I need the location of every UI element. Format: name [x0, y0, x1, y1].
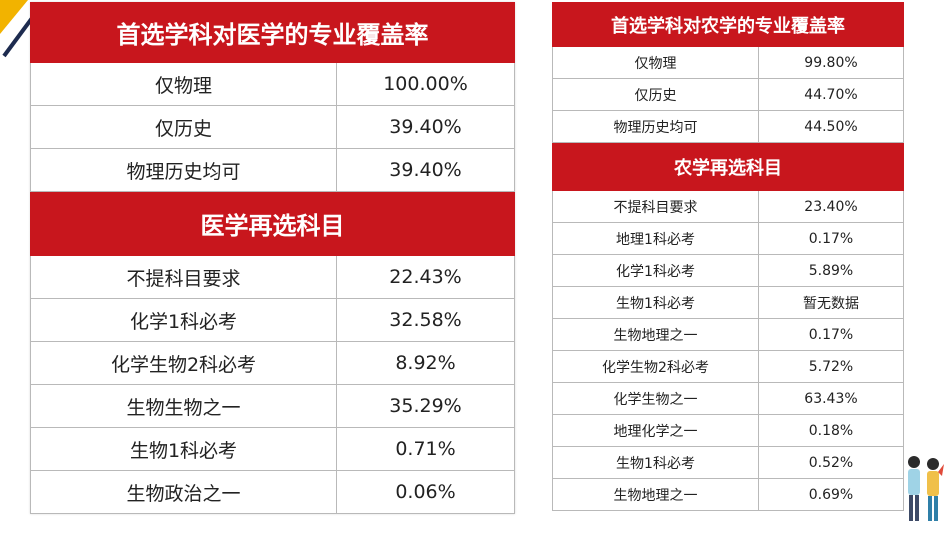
table-row: 生物1科必考 0.71% [30, 427, 515, 471]
table-row: 化学生物之一 63.43% [552, 382, 904, 415]
row-value: 0.18% [758, 414, 904, 447]
row-label: 生物地理之一 [552, 318, 759, 351]
row-value: 39.40% [336, 148, 515, 192]
table-row: 物理历史均可 39.40% [30, 148, 515, 192]
medicine-reselect-title: 医学再选科目 [30, 191, 515, 256]
row-label: 仅历史 [552, 78, 759, 111]
row-label: 地理化学之一 [552, 414, 759, 447]
row-label: 地理1科必考 [552, 222, 759, 255]
table-row: 生物1科必考 暂无数据 [552, 286, 904, 319]
medicine-title: 首选学科对医学的专业覆盖率 [30, 2, 515, 63]
table-row: 仅历史 39.40% [30, 105, 515, 149]
row-value: 暂无数据 [758, 286, 904, 319]
row-label: 仅历史 [30, 105, 337, 149]
medicine-coverage-table: 首选学科对医学的专业覆盖率 仅物理 100.00% 仅历史 39.40% 物理历… [30, 2, 515, 514]
row-label: 物理历史均可 [30, 148, 337, 192]
agriculture-title: 首选学科对农学的专业覆盖率 [552, 2, 904, 47]
table-row: 生物生物之一 35.29% [30, 384, 515, 428]
table-row: 仅历史 44.70% [552, 78, 904, 111]
row-label: 化学1科必考 [30, 298, 337, 342]
people-illustration-icon [908, 456, 944, 521]
row-label: 生物1科必考 [30, 427, 337, 471]
table-row: 地理1科必考 0.17% [552, 222, 904, 255]
table-row: 化学生物2科必考 5.72% [552, 350, 904, 383]
table-row: 仅物理 99.80% [552, 46, 904, 79]
row-value: 5.72% [758, 350, 904, 383]
agriculture-reselect-title: 农学再选科目 [552, 142, 904, 191]
row-value: 35.29% [336, 384, 515, 428]
row-value: 0.69% [758, 478, 904, 511]
table-row: 仅物理 100.00% [30, 62, 515, 106]
row-label: 生物1科必考 [552, 446, 759, 479]
row-label: 仅物理 [552, 46, 759, 79]
row-value: 0.71% [336, 427, 515, 471]
row-value: 32.58% [336, 298, 515, 342]
row-label: 仅物理 [30, 62, 337, 106]
table-row: 生物政治之一 0.06% [30, 470, 515, 514]
agriculture-coverage-table: 首选学科对农学的专业覆盖率 仅物理 99.80% 仅历史 44.70% 物理历史… [552, 2, 904, 511]
row-label: 生物地理之一 [552, 478, 759, 511]
row-label: 生物生物之一 [30, 384, 337, 428]
row-value: 22.43% [336, 255, 515, 299]
row-label: 化学生物2科必考 [552, 350, 759, 383]
row-label: 生物1科必考 [552, 286, 759, 319]
row-label: 化学生物之一 [552, 382, 759, 415]
row-value: 63.43% [758, 382, 904, 415]
row-value: 44.50% [758, 110, 904, 143]
table-row: 物理历史均可 44.50% [552, 110, 904, 143]
table-row: 生物1科必考 0.52% [552, 446, 904, 479]
row-value: 39.40% [336, 105, 515, 149]
row-value: 100.00% [336, 62, 515, 106]
table-row: 生物地理之一 0.17% [552, 318, 904, 351]
table-row: 化学1科必考 5.89% [552, 254, 904, 287]
row-value: 99.80% [758, 46, 904, 79]
row-label: 物理历史均可 [552, 110, 759, 143]
table-row: 化学生物2科必考 8.92% [30, 341, 515, 385]
row-value: 0.17% [758, 222, 904, 255]
row-value: 0.17% [758, 318, 904, 351]
row-label: 生物政治之一 [30, 470, 337, 514]
row-label: 化学生物2科必考 [30, 341, 337, 385]
row-value: 0.52% [758, 446, 904, 479]
row-value: 5.89% [758, 254, 904, 287]
table-row: 不提科目要求 23.40% [552, 190, 904, 223]
table-row: 不提科目要求 22.43% [30, 255, 515, 299]
row-value: 23.40% [758, 190, 904, 223]
table-row: 生物地理之一 0.69% [552, 478, 904, 511]
table-row: 化学1科必考 32.58% [30, 298, 515, 342]
row-value: 8.92% [336, 341, 515, 385]
row-label: 化学1科必考 [552, 254, 759, 287]
row-label: 不提科目要求 [552, 190, 759, 223]
row-value: 0.06% [336, 470, 515, 514]
row-value: 44.70% [758, 78, 904, 111]
table-row: 地理化学之一 0.18% [552, 414, 904, 447]
row-label: 不提科目要求 [30, 255, 337, 299]
